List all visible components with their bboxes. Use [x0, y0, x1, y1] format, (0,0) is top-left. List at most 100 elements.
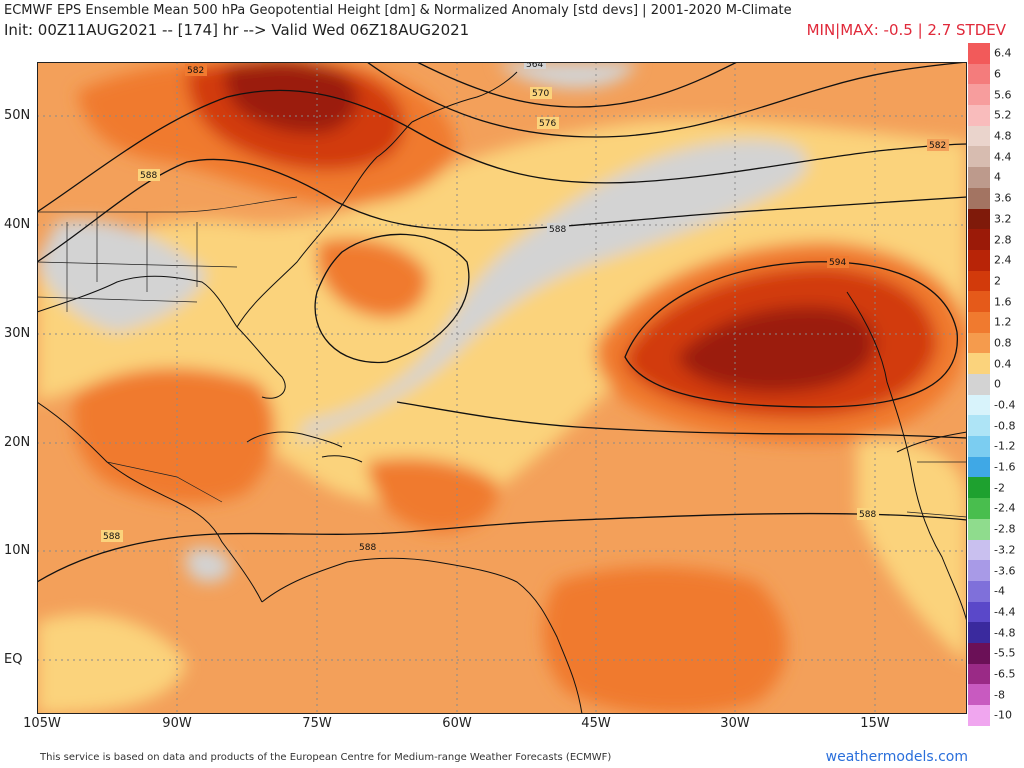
colorbar-label: -3.2 [994, 543, 1016, 557]
height-contours [37, 62, 967, 583]
colorbar-swatch [968, 374, 990, 395]
contour-label-594: 594 [827, 256, 849, 268]
weathermodels-brand[interactable]: weathermodels.com [825, 749, 968, 765]
colorbar-step: -5.5 [968, 642, 1024, 664]
colorbar-swatch [968, 105, 990, 126]
colorbar-step: -10 [968, 705, 1024, 726]
svg-text:588: 588 [859, 510, 876, 520]
colorbar-step: 6 [968, 63, 1024, 85]
colorbar-label: 1.6 [994, 295, 1012, 309]
colorbar-swatch [968, 705, 990, 726]
anomaly-maroon-northeast [225, 62, 358, 134]
colorbar-label: -5.5 [994, 646, 1016, 660]
svg-text:582: 582 [187, 66, 204, 76]
map-title: ECMWF EPS Ensemble Mean 500 hPa Geopoten… [4, 3, 792, 18]
lon-label-90w: 90W [162, 716, 192, 731]
colorbar-label: -2.8 [994, 522, 1016, 536]
colorbar-swatch [968, 353, 990, 374]
colorbar-step: -2.4 [968, 498, 1024, 519]
colorbar-label: 4.4 [994, 150, 1012, 164]
colorbar-step: 2 [968, 270, 1024, 292]
svg-text:576: 576 [539, 119, 556, 129]
contour-label-588-west: 588 [138, 169, 160, 181]
map-frame [37, 62, 967, 714]
colorbar-step: -2 [968, 477, 1024, 499]
colorbar-swatch [968, 249, 990, 271]
colorbar-swatch [968, 642, 990, 664]
colorbar-label: -0.4 [994, 398, 1016, 412]
lon-label-45w: 45W [581, 716, 611, 731]
colorbar-label: -4.4 [994, 605, 1016, 619]
colorbar-step: 2.8 [968, 229, 1024, 250]
colorbar-label: 3.6 [994, 191, 1012, 205]
colorbar-swatch [968, 229, 990, 250]
colorbar-label: 3.2 [994, 212, 1012, 226]
colorbar-label: 1.2 [994, 315, 1012, 329]
colorbar-step: 3.6 [968, 187, 1024, 209]
colorbar-step: -1.6 [968, 456, 1024, 478]
lat-label-eq: EQ [4, 652, 23, 667]
colorbar-step: -4.8 [968, 622, 1024, 643]
colorbar-swatch [968, 498, 990, 519]
lon-label-75w: 75W [302, 716, 332, 731]
anomaly-orange-atlantic-mid [367, 458, 498, 532]
colorbar-swatch [968, 580, 990, 602]
coastlines [37, 71, 967, 714]
colorbar-swatch [968, 477, 990, 499]
lat-label-50n: 50N [4, 108, 31, 123]
lat-label-20n: 20N [4, 435, 31, 450]
min-max-readout: MIN|MAX: -0.5 | 2.7 STDEV [806, 21, 1006, 39]
colorbar-swatch [968, 125, 990, 147]
colorbar-label: -10 [994, 708, 1012, 722]
colorbar-swatch [968, 63, 990, 85]
colorbar-label: 4 [994, 170, 1001, 184]
contour-label-576: 576 [537, 117, 559, 129]
colorbar-swatch [968, 601, 990, 623]
colorbar-swatch [968, 622, 990, 643]
colorbar-step: 4 [968, 167, 1024, 188]
colorbar-label: 2 [994, 274, 1001, 288]
colorbar-swatch [968, 436, 990, 457]
contour-labels: 570 576 582 588 588 588 588 594 582 588 … [101, 62, 949, 553]
colorbar-label: -2.4 [994, 501, 1016, 515]
contour-label-564: 564 [524, 62, 546, 70]
anomaly-neutral-gray-caribbean [185, 547, 232, 583]
colorbar-step: -6.5 [968, 663, 1024, 685]
contour-label-570: 570 [530, 87, 552, 99]
colorbar-swatch [968, 539, 990, 561]
colorbar-step: -4 [968, 580, 1024, 602]
colorbar-label: 6 [994, 67, 1001, 81]
contour-label-582: 582 [927, 139, 949, 151]
lat-label-30n: 30N [4, 326, 31, 341]
colorbar-step: -3.2 [968, 539, 1024, 561]
contour-label-588-carib: 588 [357, 541, 379, 553]
contour-label-582-north: 582 [185, 64, 207, 76]
colorbar-label: -8 [994, 688, 1005, 702]
colorbar-label: 6.4 [994, 46, 1012, 60]
colorbar-swatch [968, 291, 990, 312]
colorbar-step: 3.2 [968, 208, 1024, 230]
colorbar-swatch [968, 43, 990, 64]
anomaly-orange-atlantic-south [543, 567, 787, 714]
colorbar-swatch [968, 415, 990, 437]
lon-label-60w: 60W [442, 716, 472, 731]
svg-text:588: 588 [359, 543, 376, 553]
colorbar-swatch [968, 560, 990, 581]
colorbar-step: -2.8 [968, 518, 1024, 540]
svg-text:588: 588 [103, 532, 120, 542]
colorbar-step: 1.2 [968, 311, 1024, 333]
colorbar-label: 2.4 [994, 253, 1012, 267]
colorbar-step: -4.4 [968, 601, 1024, 623]
colorbar-step: 0 [968, 374, 1024, 395]
anomaly-orange-gulf [73, 368, 276, 503]
borders [37, 196, 967, 518]
colorbar-step: 1.6 [968, 291, 1024, 312]
colorbar-label: 2.8 [994, 233, 1012, 247]
colorbar-label: -2 [994, 481, 1005, 495]
svg-text:564: 564 [526, 62, 543, 70]
lon-label-15w: 15W [860, 716, 890, 731]
contour-label-588-mid: 588 [547, 223, 569, 235]
anomaly-colorbar: 6.4 6 5.6 5.2 4.8 4.4 4 3.6 3.2 2.8 2.4 2 1.6 1.2 0.8 0… [968, 43, 1024, 726]
colorbar-swatch [968, 208, 990, 230]
lat-label-10n: 10N [4, 543, 31, 558]
